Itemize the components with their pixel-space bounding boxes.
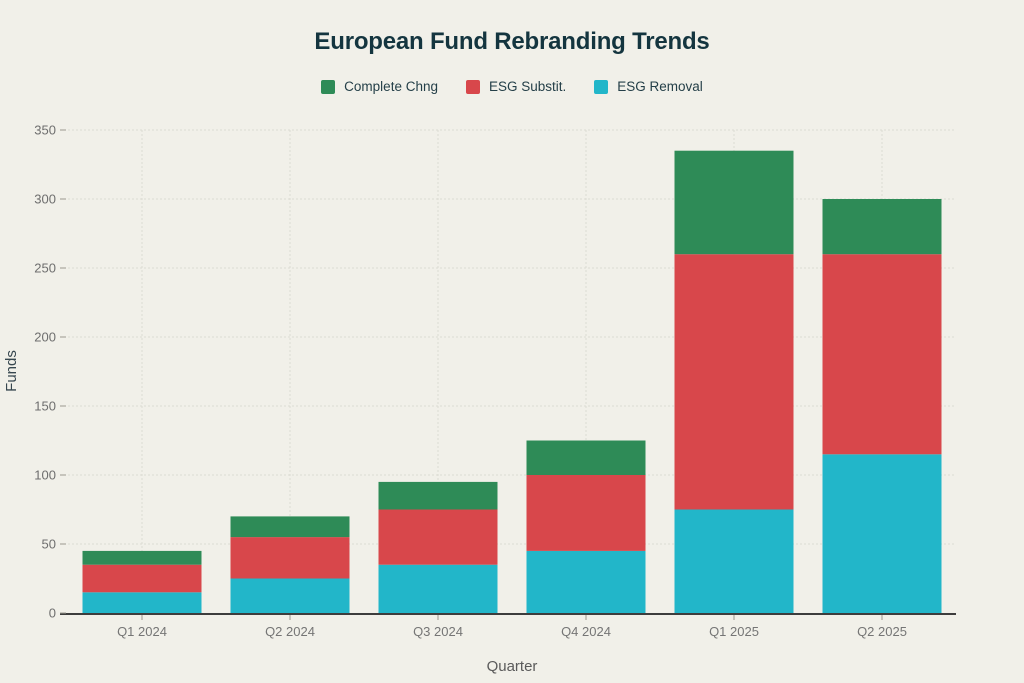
legend-item-esg-substit: ESG Substit. bbox=[465, 79, 567, 94]
legend-item-complete-chng: Complete Chng bbox=[321, 79, 438, 94]
y-tick-label-0: 0 bbox=[49, 606, 56, 621]
bar-segment-q3-2024-esg-removal bbox=[378, 564, 498, 613]
x-tick-label-q2-2025: Q2 2025 bbox=[857, 624, 907, 639]
bar-segment-q2-2025-esg-substit bbox=[822, 254, 942, 455]
legend-swatch-esg-removal bbox=[594, 79, 609, 94]
legend-label: ESG Substit. bbox=[488, 79, 567, 94]
bar-segment-q1-2025-esg-substit bbox=[674, 254, 794, 510]
y-tick-label-200: 200 bbox=[34, 330, 56, 345]
chart-title: European Fund Rebranding Trends bbox=[314, 28, 710, 55]
legend: Complete Chng ESG Substit. ESG Removal bbox=[0, 79, 1024, 94]
x-tick-label-q3-2024: Q3 2024 bbox=[413, 624, 463, 639]
bar-segment-q1-2025-esg-removal bbox=[674, 509, 794, 613]
bar-segment-q2-2025-complete-chng bbox=[822, 199, 942, 255]
bar-segment-q4-2024-esg-substit bbox=[526, 475, 646, 551]
x-tick-label-q1-2024: Q1 2024 bbox=[117, 624, 167, 639]
y-tick-label-350: 350 bbox=[34, 123, 56, 138]
legend-label: Complete Chng bbox=[344, 79, 438, 94]
grid-layer bbox=[64, 129, 956, 613]
bar-segment-q2-2024-esg-removal bbox=[230, 578, 350, 613]
bar-segment-q1-2024-esg-removal bbox=[82, 592, 202, 613]
y-tick-label-50: 50 bbox=[42, 537, 56, 552]
y-axis-title: Funds bbox=[3, 350, 20, 392]
legend-swatch-complete-chng bbox=[321, 79, 336, 94]
bar-segment-q4-2024-esg-removal bbox=[526, 550, 646, 613]
bar-segment-q2-2024-esg-substit bbox=[230, 537, 350, 579]
bar-segment-q3-2024-esg-substit bbox=[378, 509, 498, 565]
bar-segment-q4-2024-complete-chng bbox=[526, 440, 646, 475]
legend-swatch-esg-substit bbox=[465, 79, 480, 94]
bars-layer bbox=[82, 150, 942, 613]
bar-segment-q1-2025-complete-chng bbox=[674, 150, 794, 255]
x-axis-title: Quarter bbox=[487, 658, 538, 675]
x-tick-label-q4-2024: Q4 2024 bbox=[561, 624, 611, 639]
y-tick-label-250: 250 bbox=[34, 261, 56, 276]
y-tick-label-100: 100 bbox=[34, 468, 56, 483]
bar-segment-q2-2025-esg-removal bbox=[822, 454, 942, 613]
x-tick-label-q1-2025: Q1 2025 bbox=[709, 624, 759, 639]
legend-label: ESG Removal bbox=[617, 79, 703, 94]
y-tick-label-150: 150 bbox=[34, 399, 56, 414]
legend-item-esg-removal: ESG Removal bbox=[594, 79, 703, 94]
bar-segment-q1-2024-complete-chng bbox=[82, 550, 202, 565]
axes-layer: 0 50 100 150 200 250 300 350 Q1 2024 Q2 2024 Q3 20… bbox=[34, 123, 956, 639]
bar-segment-q2-2024-complete-chng bbox=[230, 516, 350, 538]
bar-segment-q3-2024-complete-chng bbox=[378, 481, 498, 510]
y-tick-label-300: 300 bbox=[34, 192, 56, 207]
bar-segment-q1-2024-esg-substit bbox=[82, 564, 202, 593]
x-tick-label-q2-2024: Q2 2024 bbox=[265, 624, 315, 639]
